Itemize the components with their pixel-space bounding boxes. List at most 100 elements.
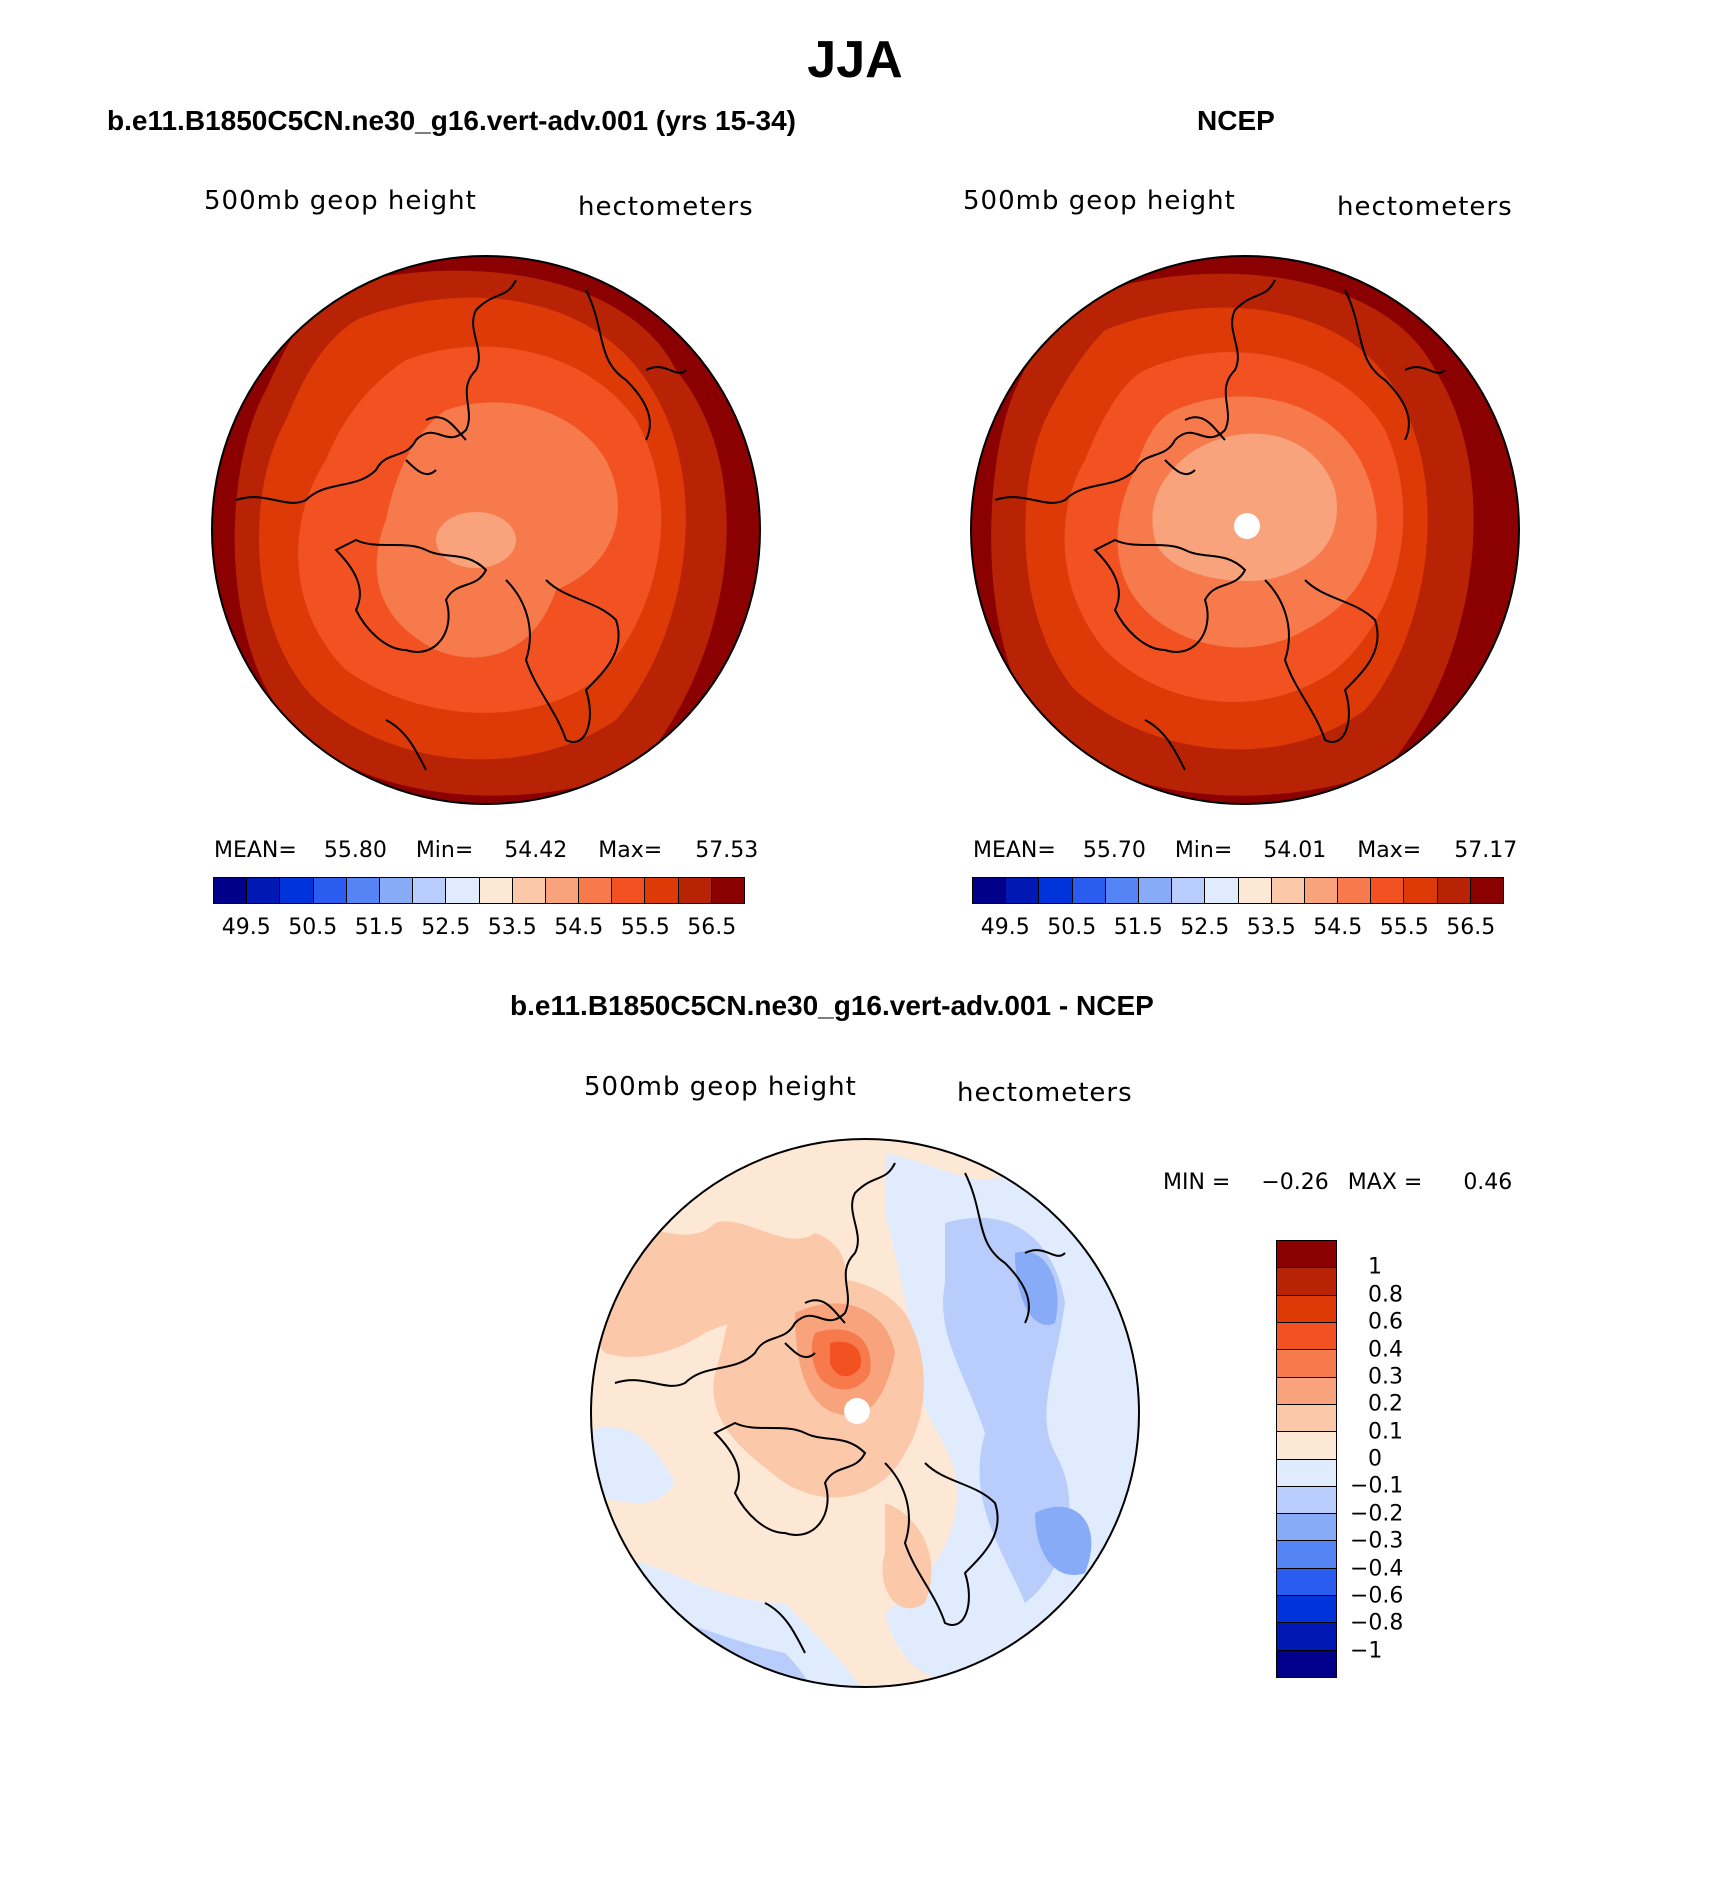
diff-colorbar-tick-label: 0.2 (1368, 1391, 1403, 1417)
diff-colorbar-tick-label: 0.4 (1368, 1337, 1403, 1362)
diff-colorbar-swatch-11 (1277, 1541, 1336, 1569)
diff-map-border (590, 1138, 1140, 1688)
obs-colorbar-ticks: 49.5 50.5 51.5 52.5 53.5 54.5 55.5 56.5 (972, 915, 1504, 941)
diff-colorbar-swatch-7 (1277, 1432, 1336, 1460)
obs-colorbar-tick-label: 50.5 (1047, 915, 1097, 940)
obs-colorbar-swatch-15 (1470, 878, 1503, 903)
obs-max-label: Max= (1357, 838, 1422, 863)
diff-colorbar-tick-label: −0.2 (1350, 1501, 1404, 1527)
diff-colorbar-tick-label: −0.1 (1350, 1473, 1404, 1499)
obs-colorbar-swatch-9 (1271, 878, 1305, 903)
diff-colorbar-swatch-15 (1277, 1650, 1336, 1677)
model-max-label: Max= (598, 838, 663, 863)
obs-colorbar (972, 877, 1504, 904)
diff-colorbar-tick-label: 0.8 (1368, 1282, 1403, 1308)
model-colorbar-tick-label: 49.5 (221, 915, 271, 940)
model-colorbar-swatch-2 (280, 878, 314, 903)
model-max-value: 57.53 (695, 838, 759, 863)
model-map-border (211, 255, 761, 805)
obs-max-value: 57.17 (1454, 838, 1518, 863)
model-colorbar-tick-label: 51.5 (354, 915, 404, 940)
model-colorbar-tick-label: 52.5 (421, 915, 471, 940)
diff-colorbar-tick-label: 1 (1368, 1254, 1382, 1280)
obs-mean-value: 55.70 (1082, 838, 1146, 863)
model-stats: MEAN= 55.80 Min= 54.42 Max= 57.53 (214, 838, 758, 863)
diff-colorbar-swatch-6 (1277, 1404, 1336, 1433)
obs-colorbar-tick-label: 52.5 (1180, 915, 1230, 940)
figure-title: JJA (807, 31, 903, 89)
diff-colorbar-swatch-13 (1277, 1596, 1336, 1624)
diff-colorbar-tick-label: −1 (1350, 1638, 1383, 1664)
diff-colorbar-tick-label: 0 (1368, 1446, 1382, 1472)
obs-colorbar-tick-label: 56.5 (1446, 915, 1496, 940)
diff-colorbar (1276, 1240, 1337, 1678)
diff-contour-0_1-europe (882, 1503, 932, 1609)
diff-colorbar-tick-label: 0.3 (1368, 1364, 1403, 1390)
diff-min-value: −0.26 (1261, 1170, 1329, 1195)
diff-colorbar-swatch-4 (1277, 1350, 1336, 1378)
obs-colorbar-swatch-10 (1304, 878, 1339, 903)
model-panel-title: b.e11.B1850C5CN.ne30_g16.vert-adv.001 (y… (107, 105, 796, 136)
model-mean-value: 55.80 (323, 838, 387, 863)
model-colorbar-tick-label: 56.5 (687, 915, 737, 940)
model-colorbar-swatch-7 (446, 878, 480, 903)
model-colorbar-tick-label: 50.5 (288, 915, 338, 940)
diff-max-label: MAX = (1347, 1170, 1423, 1195)
diff-colorbar-swatch-8 (1277, 1459, 1336, 1487)
model-colorbar-tick-label: 53.5 (487, 915, 537, 940)
model-colorbar-swatch-14 (678, 878, 712, 903)
obs-colorbar-swatch-5 (1138, 878, 1173, 903)
model-min-value: 54.42 (504, 838, 568, 863)
diff-colorbar-swatch-1 (1277, 1268, 1336, 1296)
diff-contour-neg0_1-west (591, 1426, 675, 1503)
diff-pole-marker (844, 1398, 870, 1424)
model-colorbar-swatch-8 (479, 878, 513, 903)
model-units-label: hectometers (578, 192, 754, 222)
model-coastlines (235, 279, 687, 771)
model-colorbar-swatch-12 (612, 878, 646, 903)
diff-max-value: 0.46 (1463, 1170, 1513, 1195)
obs-colorbar-tick-label: 51.5 (1113, 915, 1163, 940)
diff-colorbar-tick-label: −0.6 (1350, 1583, 1404, 1609)
obs-colorbar-swatch-12 (1371, 878, 1405, 903)
obs-colorbar-swatch-8 (1238, 878, 1272, 903)
diff-colorbar-labels: 1 0.8 0.6 0.4 0.3 0.2 0.1 0 −0.1 −0.2 −0.3 −0.4 −0.6… (1350, 1240, 1440, 1678)
diff-colorbar-swatch-9 (1277, 1486, 1336, 1515)
model-colorbar-swatch-10 (545, 878, 580, 903)
obs-map-border (970, 255, 1520, 805)
diff-colorbar-swatch-10 (1277, 1514, 1336, 1542)
obs-variable-label: 500mb geop height (963, 186, 1236, 216)
diff-min-label: MIN = (1163, 1170, 1231, 1195)
model-colorbar-swatch-13 (645, 878, 679, 903)
diff-colorbar-swatch-14 (1277, 1623, 1336, 1651)
model-polar-map (211, 255, 761, 805)
model-colorbar-tick-label: 55.5 (620, 915, 670, 940)
obs-pole-marker (1234, 513, 1260, 539)
diff-units-label: hectometers (957, 1078, 1133, 1108)
model-colorbar-swatch-0 (214, 878, 248, 903)
obs-colorbar-swatch-14 (1437, 878, 1471, 903)
obs-colorbar-swatch-0 (973, 878, 1007, 903)
model-min-label: Min= (415, 838, 474, 863)
model-colorbar (213, 877, 745, 904)
diff-colorbar-tick-label: −0.3 (1350, 1528, 1404, 1554)
diff-colorbar-tick-label: 0.1 (1368, 1419, 1403, 1445)
obs-colorbar-swatch-6 (1172, 878, 1206, 903)
model-colorbar-swatch-6 (413, 878, 447, 903)
diff-contour-0_4 (830, 1341, 861, 1377)
model-colorbar-swatch-4 (346, 878, 380, 903)
obs-colorbar-tick-label: 55.5 (1379, 915, 1429, 940)
model-mean-label: MEAN= (214, 838, 297, 863)
model-colorbar-swatch-3 (313, 878, 347, 903)
obs-min-label: Min= (1174, 838, 1233, 863)
diff-stats: MIN = −0.26 MAX = 0.46 (1163, 1170, 1512, 1195)
model-colorbar-swatch-5 (379, 878, 414, 903)
obs-polar-map (970, 255, 1520, 805)
obs-mean-label: MEAN= (973, 838, 1056, 863)
obs-contour-54 (1152, 433, 1337, 581)
model-colorbar-swatch-1 (247, 878, 281, 903)
obs-panel-title: NCEP (1197, 105, 1275, 136)
obs-stats: MEAN= 55.70 Min= 54.01 Max= 57.17 (973, 838, 1517, 863)
obs-colorbar-swatch-7 (1205, 878, 1239, 903)
model-variable-label: 500mb geop height (204, 186, 477, 216)
